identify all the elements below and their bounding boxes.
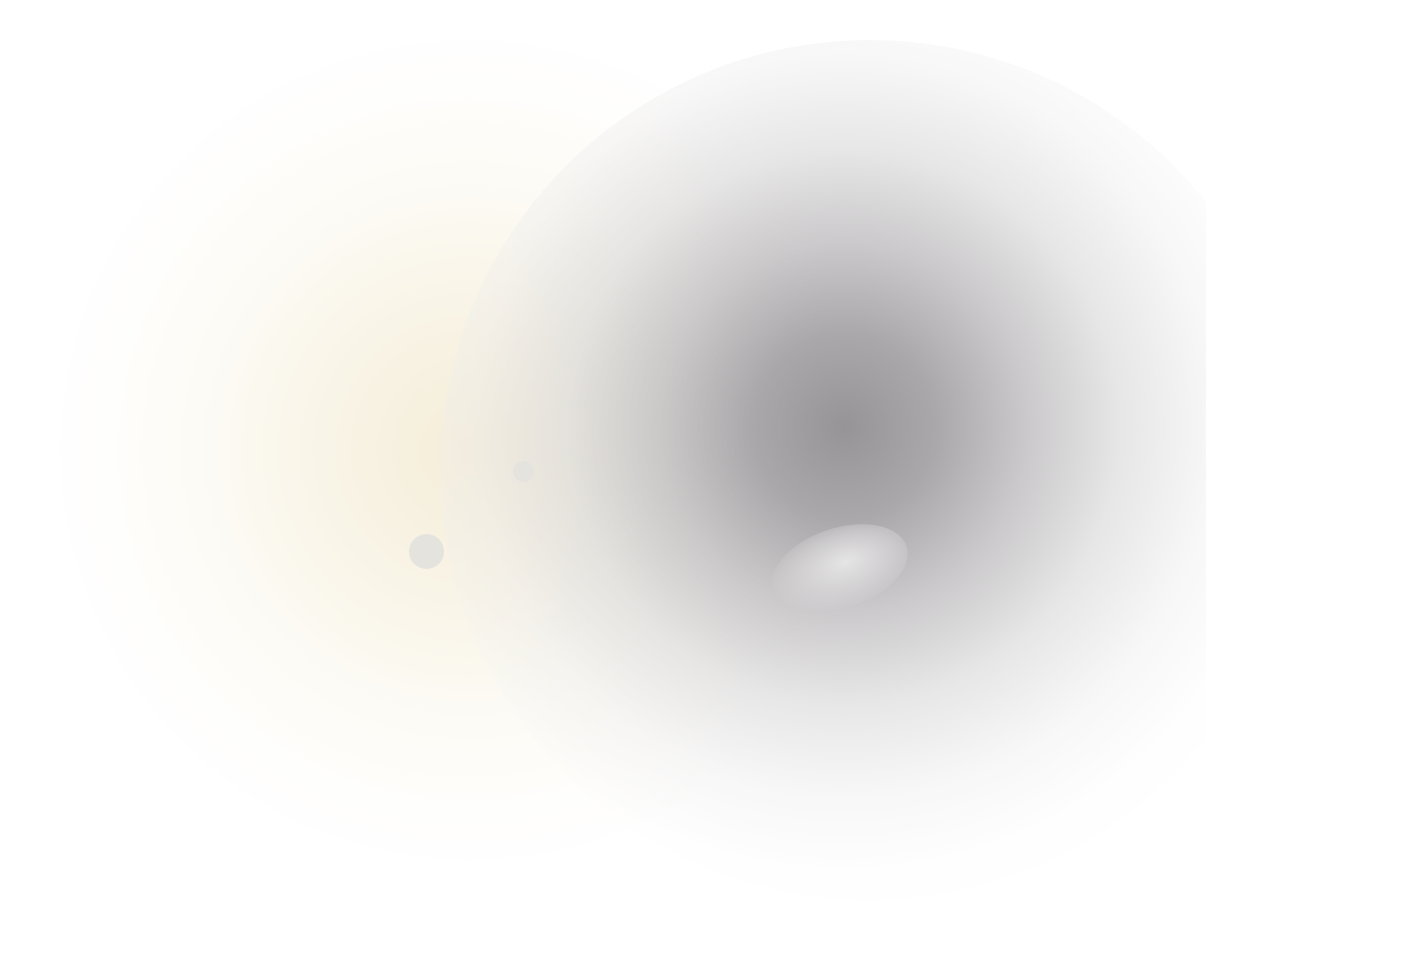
large-dot (409, 534, 444, 569)
small-dot (513, 461, 534, 482)
gray-blur-region (440, 40, 1206, 900)
gray-blur (440, 40, 1206, 900)
